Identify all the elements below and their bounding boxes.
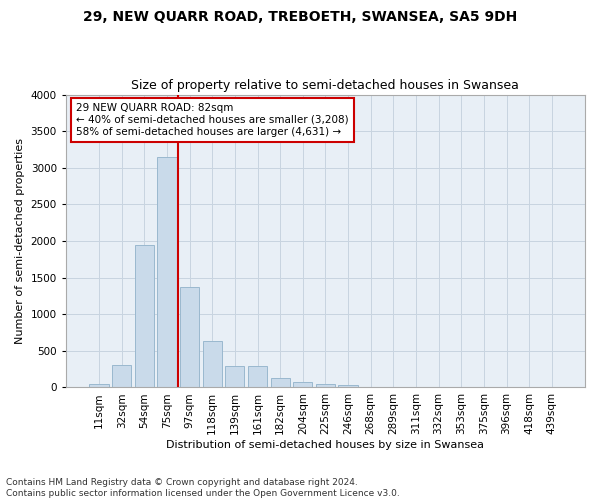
Bar: [316, 384, 335, 388]
Text: 29, NEW QUARR ROAD, TREBOETH, SWANSEA, SA5 9DH: 29, NEW QUARR ROAD, TREBOETH, SWANSEA, S…: [83, 10, 517, 24]
Bar: [293, 382, 313, 388]
Bar: [135, 244, 154, 388]
Bar: [361, 386, 380, 388]
Text: Contains HM Land Registry data © Crown copyright and database right 2024.
Contai: Contains HM Land Registry data © Crown c…: [6, 478, 400, 498]
Bar: [248, 366, 267, 388]
Bar: [271, 378, 290, 388]
X-axis label: Distribution of semi-detached houses by size in Swansea: Distribution of semi-detached houses by …: [166, 440, 484, 450]
Bar: [112, 366, 131, 388]
Bar: [180, 287, 199, 388]
Y-axis label: Number of semi-detached properties: Number of semi-detached properties: [15, 138, 25, 344]
Title: Size of property relative to semi-detached houses in Swansea: Size of property relative to semi-detach…: [131, 79, 520, 92]
Bar: [203, 340, 222, 388]
Text: 29 NEW QUARR ROAD: 82sqm
← 40% of semi-detached houses are smaller (3,208)
58% o: 29 NEW QUARR ROAD: 82sqm ← 40% of semi-d…: [76, 104, 349, 136]
Bar: [157, 157, 176, 388]
Bar: [338, 385, 358, 388]
Bar: [225, 366, 244, 388]
Bar: [89, 384, 109, 388]
